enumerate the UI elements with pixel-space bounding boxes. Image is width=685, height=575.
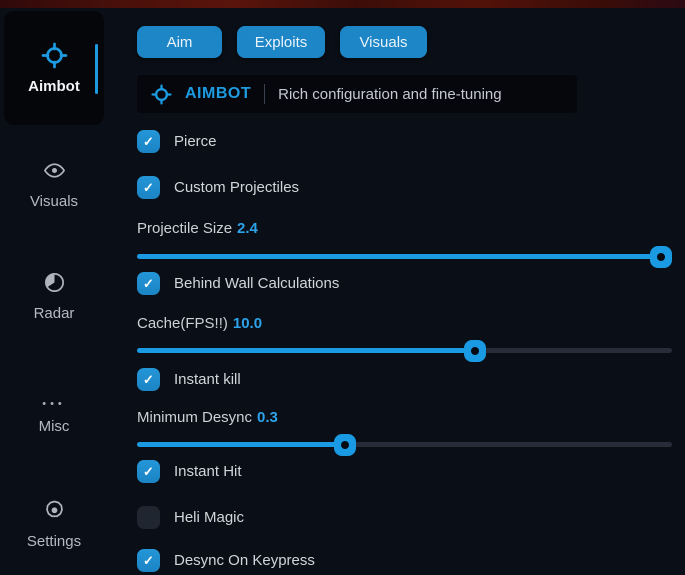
checkbox-label: Behind Wall Calculations bbox=[174, 274, 340, 292]
checkbox-row-instant-kill: ✓ Instant kill bbox=[137, 367, 241, 391]
active-indicator bbox=[95, 44, 98, 94]
checkbox-row-desync-keypress: ✓ Desync On Keypress bbox=[137, 548, 315, 572]
tab-exploits[interactable]: Exploits bbox=[237, 26, 325, 58]
checkbox-row-custom-projectiles: ✓ Custom Projectiles bbox=[137, 175, 299, 199]
sidebar-item-label: Settings bbox=[26, 533, 82, 550]
slider-title: Minimum Desync bbox=[137, 409, 253, 426]
slider-value: 10.0 bbox=[232, 315, 263, 332]
slider-label-projectile-size: Projectile Size 2.4 bbox=[137, 220, 258, 237]
section-header: AIMBOT Rich configuration and fine-tunin… bbox=[137, 75, 577, 113]
slider-thumb[interactable] bbox=[464, 339, 487, 362]
checkbox-row-behind-wall: ✓ Behind Wall Calculations bbox=[137, 271, 339, 295]
checkbox-row-instant-hit: ✓ Instant Hit bbox=[137, 459, 242, 483]
check-icon: ✓ bbox=[143, 179, 154, 195]
custom-projectiles-checkbox[interactable]: ✓ bbox=[137, 175, 160, 199]
minimum-desync-slider[interactable] bbox=[137, 433, 672, 456]
instant-hit-checkbox[interactable]: ✓ bbox=[137, 459, 160, 483]
checkbox-row-heli-magic: ✓ Heli Magic bbox=[137, 505, 244, 529]
slider-value: 0.3 bbox=[257, 409, 278, 426]
check-icon: ✓ bbox=[143, 133, 154, 149]
ellipsis-icon: ••• bbox=[42, 398, 66, 410]
heli-magic-checkbox[interactable]: ✓ bbox=[137, 505, 160, 529]
page-subtitle: Rich configuration and fine-tuning bbox=[278, 85, 502, 103]
checkbox-label: Instant Hit bbox=[174, 462, 242, 480]
gear-icon bbox=[43, 499, 66, 522]
check-icon: ✓ bbox=[143, 371, 154, 387]
sidebar-item-label: Misc bbox=[38, 418, 70, 435]
slider-label-cache-fps: Cache(FPS!!) 10.0 bbox=[137, 315, 262, 332]
sidebar-item-settings[interactable]: Settings bbox=[0, 499, 108, 550]
sidebar-item-misc[interactable]: ••• Misc bbox=[0, 394, 108, 435]
checkbox-label: Custom Projectiles bbox=[174, 178, 300, 196]
checkbox-label: Instant kill bbox=[174, 370, 241, 388]
check-icon: ✓ bbox=[143, 552, 154, 568]
crosshair-icon bbox=[151, 83, 172, 105]
checkbox-label: Heli Magic bbox=[174, 508, 245, 526]
sidebar-item-label: Aimbot bbox=[28, 77, 80, 95]
slider-title: Projectile Size bbox=[137, 220, 233, 237]
radar-icon bbox=[43, 271, 66, 294]
slider-fill bbox=[137, 348, 476, 353]
pierce-checkbox[interactable]: ✓ bbox=[137, 129, 160, 153]
game-background-strip bbox=[0, 0, 685, 8]
slider-thumb[interactable] bbox=[334, 433, 357, 456]
tab-bar: Aim Exploits Visuals bbox=[137, 26, 427, 58]
checkbox-row-pierce: ✓ Pierce bbox=[137, 129, 217, 153]
crosshair-icon bbox=[41, 42, 68, 69]
sidebar-item-aimbot[interactable]: Aimbot bbox=[4, 11, 104, 125]
slider-fill bbox=[137, 254, 662, 259]
tab-aim[interactable]: Aim bbox=[137, 26, 222, 58]
sidebar-item-label: Visuals bbox=[29, 193, 79, 210]
sidebar-item-visuals[interactable]: Visuals bbox=[0, 159, 108, 210]
checkbox-label: Pierce bbox=[174, 132, 217, 150]
slider-fill bbox=[137, 442, 346, 447]
slider-label-minimum-desync: Minimum Desync 0.3 bbox=[137, 409, 278, 426]
tab-visuals[interactable]: Visuals bbox=[340, 26, 427, 58]
eye-icon bbox=[43, 159, 66, 182]
sidebar: Aimbot Visuals Radar ••• Mis bbox=[0, 8, 118, 575]
slider-thumb[interactable] bbox=[650, 245, 673, 268]
projectile-size-slider[interactable] bbox=[137, 245, 673, 268]
page-title: AIMBOT bbox=[185, 85, 252, 102]
desync-keypress-checkbox[interactable]: ✓ bbox=[137, 548, 160, 572]
sidebar-item-radar[interactable]: Radar bbox=[0, 271, 108, 322]
cache-fps-slider[interactable] bbox=[137, 339, 672, 362]
slider-title: Cache(FPS!!) bbox=[137, 315, 228, 332]
checkbox-label: Desync On Keypress bbox=[174, 551, 315, 569]
divider bbox=[264, 84, 266, 104]
behind-wall-checkbox[interactable]: ✓ bbox=[137, 271, 160, 295]
check-icon: ✓ bbox=[143, 275, 154, 291]
check-icon: ✓ bbox=[143, 463, 154, 479]
sidebar-item-label: Radar bbox=[33, 305, 75, 322]
slider-value: 2.4 bbox=[237, 220, 258, 237]
instant-kill-checkbox[interactable]: ✓ bbox=[137, 367, 160, 391]
